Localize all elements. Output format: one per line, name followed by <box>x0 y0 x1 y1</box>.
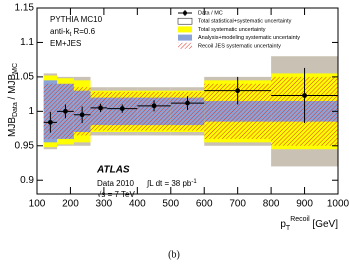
legend-swatch <box>178 34 192 41</box>
data-point <box>79 112 85 118</box>
x-tick-label: 1000 <box>327 199 349 210</box>
panel-label: (b) <box>168 249 180 260</box>
uncertainty-band <box>43 83 58 139</box>
frame <box>36 7 339 195</box>
legend-label: Recoil JES systematic uncertainty <box>198 43 281 49</box>
data-point <box>185 100 190 106</box>
legend-label: Data / MC <box>198 10 223 16</box>
y-tick-label: 1.1 <box>20 37 34 48</box>
annotation: PYTHIA MC10 <box>50 15 103 24</box>
legend-label: Analysis+modeling systematic uncertainty <box>198 35 300 41</box>
y-tick-label: 0.9 <box>20 175 34 186</box>
x-tick-label: 200 <box>62 199 79 210</box>
x-axis-label: pTRecoil [GeV] <box>280 216 338 232</box>
data-point <box>235 88 241 94</box>
y-tick-label: 1.05 <box>15 72 35 83</box>
annotation: EM+JES <box>50 39 81 48</box>
y-tick-label: 1.15 <box>15 3 35 14</box>
legend-swatch <box>178 42 192 49</box>
x-tick-label: 700 <box>229 199 246 210</box>
legend: Data / MC Total statistical+systematic un… <box>177 10 300 49</box>
data-point <box>63 108 68 114</box>
data-point <box>47 119 53 125</box>
y-tick-label: 0.95 <box>15 140 35 151</box>
annotation: Data 2010 <box>97 179 134 188</box>
legend-swatch <box>177 17 193 25</box>
data-point <box>151 103 157 109</box>
x-tick-label: 600 <box>196 199 213 210</box>
legend-swatch <box>178 26 192 33</box>
annotation: anti-kt R=0.6 <box>50 27 96 37</box>
x-tick-label: 900 <box>296 199 313 210</box>
x-tick-label: 300 <box>96 199 113 210</box>
annotation: √s = 7 TeV <box>97 190 135 199</box>
annotation: ATLAS <box>96 165 130 176</box>
annotation: ∫L dt = 38 pb-1 <box>146 179 197 189</box>
legend-label: Total statistical+systematic uncertainty <box>198 19 292 25</box>
x-tick-label: 400 <box>129 199 146 210</box>
data-point <box>302 93 307 98</box>
uncertainty-band <box>90 92 108 131</box>
x-tick-label: 100 <box>29 199 46 210</box>
x-tick-label: 500 <box>162 199 179 210</box>
legend-marker <box>183 11 187 15</box>
data-point <box>119 106 125 111</box>
x-tick-label: 800 <box>263 199 280 210</box>
plot-area <box>43 56 338 167</box>
legend-label: Total systematic uncertainty <box>198 27 266 33</box>
y-axis-label: MJBData / MJBMC <box>7 63 19 137</box>
data-point <box>98 105 103 111</box>
y-tick-label: 1 <box>28 106 34 117</box>
